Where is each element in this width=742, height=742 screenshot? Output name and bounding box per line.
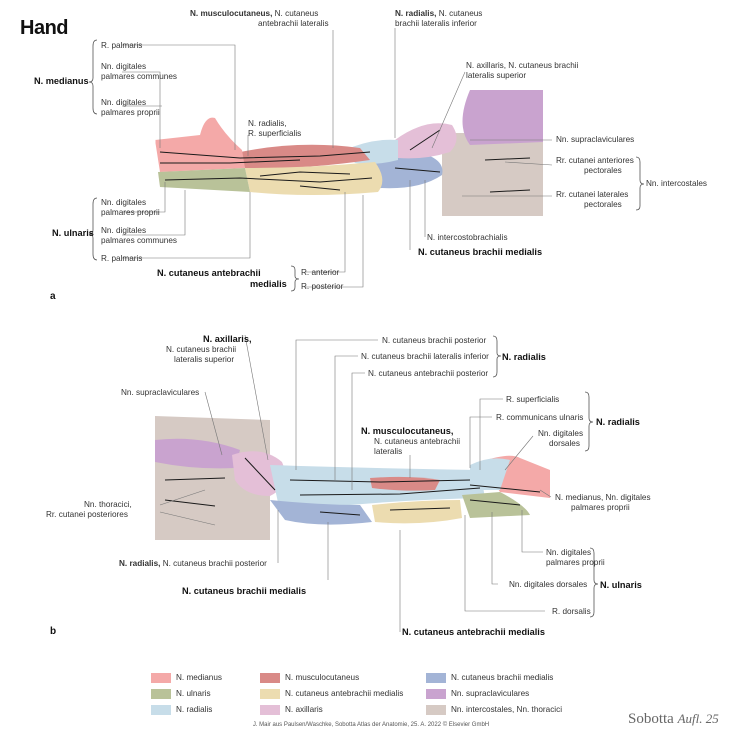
legend-label-ulnaris: N. ulnaris — [176, 689, 211, 698]
credit-line: J. Mair aus Paulsen/Waschke, Sobotta Atl… — [252, 722, 490, 728]
label-a-u-dig-pp-2: palmares proprii — [101, 208, 160, 217]
label-a-r-palmaris: R. palmaris — [101, 41, 143, 50]
legend-swatch-antebrachii-medialis — [260, 689, 280, 699]
label-a-dig-pp-2: palmares proprii — [101, 108, 160, 117]
label-b-musculocutaneus-2: N. cutaneus antebrachii — [374, 437, 461, 446]
label-a-intercostales: Nn. intercostales — [646, 179, 707, 188]
label-b-r-superficialis: R. superficialis — [506, 395, 560, 404]
label-a-rr-ant-2: pectorales — [584, 166, 622, 175]
label-a-dig-pc-2: palmares communes — [101, 72, 177, 81]
label-b-brachii-lat-inf: N. cutaneus brachii lateralis inferior — [361, 352, 489, 361]
label-a-antebrachii-2: medialis — [250, 279, 287, 289]
label-a-u-dig-pc-2: palmares communes — [101, 236, 177, 245]
label-a-u-dig-pc-1: Nn. digitales — [101, 226, 147, 235]
label-b-medianus-2: palmares proprii — [571, 503, 630, 512]
label-a-musculocutaneus-2: antebrachii lateralis — [258, 19, 329, 28]
region-medianus-a — [155, 117, 245, 172]
label-a-axillaris-2: lateralis superior — [466, 71, 527, 80]
label-a-radialis-2: brachii lateralis inferior — [395, 19, 477, 28]
label-a-r-anterior: R. anterior — [301, 268, 340, 277]
legend-label-supraclaviculares: Nn. supraclaviculares — [451, 689, 530, 698]
region-axillaris-b — [232, 451, 286, 496]
label-a-rr-ant-1: Rr. cutanei anteriores — [556, 156, 634, 165]
legend-swatch-intercostales — [426, 705, 446, 715]
label-a-brachii-medialis: N. cutaneus brachii medialis — [418, 247, 543, 257]
legend-label-musculocutaneus: N. musculocutaneus — [285, 673, 360, 682]
label-b-medianus-1: N. medianus, Nn. digitales — [555, 493, 651, 502]
label-a-ulnaris: N. ulnaris — [52, 228, 94, 238]
legend-swatch-ulnaris — [151, 689, 171, 699]
panel-label-b: b — [50, 626, 57, 637]
figure-b — [155, 416, 550, 540]
legend-label-radialis: N. radialis — [176, 705, 213, 714]
region-ulnaris-a — [158, 168, 250, 192]
label-b-radialis-2: N. radialis — [596, 417, 640, 427]
label-b-supraclaviculares: Nn. supraclaviculares — [121, 388, 200, 397]
region-supraclaviculares-a — [462, 90, 543, 145]
label-b-antebrachii-posterior: N. cutaneus antebrachii posterior — [368, 369, 489, 378]
legend-swatch-brachii-medialis — [426, 673, 446, 683]
legend-swatch-axillaris — [260, 705, 280, 715]
label-a-intercostobrachialis: N. intercostobrachialis — [427, 233, 508, 242]
label-a-supraclaviculares: Nn. supraclaviculares — [556, 135, 635, 144]
label-a-radialis: N. radialis, N. cutaneus — [395, 9, 483, 18]
label-b-brachii-medialis: N. cutaneus brachii medialis — [182, 586, 307, 596]
legend-swatch-radialis — [151, 705, 171, 715]
label-b-axillaris-3: lateralis superior — [174, 355, 235, 364]
region-intercostales-a — [442, 133, 543, 216]
label-b-u-dig-pp-1: Nn. digitales — [546, 548, 592, 557]
region-brachii-medialis-a — [371, 154, 443, 189]
label-a-u-dig-pp-1: Nn. digitales — [101, 198, 147, 207]
label-a-u-r-palmaris: R. palmaris — [101, 254, 143, 263]
label-a-rr-lat-1: Rr. cutanei laterales — [556, 190, 629, 199]
label-b-axillaris-bold: N. axillaris, — [203, 334, 252, 344]
label-b-radialis-posterior: N. radialis, N. cutaneus brachii posteri… — [119, 559, 267, 568]
region-antebrachii-medialis-a — [245, 162, 383, 195]
legend-label-intercostales: Nn. intercostales, Nn. thoracici — [451, 705, 563, 714]
region-ulnaris-b — [462, 492, 530, 518]
label-b-brachii-posterior: N. cutaneus brachii posterior — [382, 336, 487, 345]
legend-label-brachii-medialis: N. cutaneus brachii medialis — [451, 673, 554, 682]
label-b-r-dorsalis: R. dorsalis — [552, 607, 591, 616]
label-b-dig-dorsales-1: Nn. digitales — [538, 429, 584, 438]
label-a-dig-pp-1: Nn. digitales — [101, 98, 147, 107]
label-b-axillaris-2: N. cutaneus brachii — [166, 345, 237, 354]
sobotta-brand: Sobotta Aufl. 25 — [628, 711, 719, 727]
label-a-antebrachii-1: N. cutaneus antebrachii — [157, 268, 261, 278]
label-b-thoracici-1: Nn. thoracici, — [84, 500, 132, 509]
label-a-dig-pc-1: Nn. digitales — [101, 62, 147, 71]
page-title: Hand — [20, 17, 69, 39]
label-a-r-superficialis-1: N. radialis, — [248, 119, 287, 128]
label-a-r-posterior: R. posterior — [301, 282, 344, 291]
label-a-medianus: N. medianus — [34, 76, 89, 86]
figure-a — [154, 90, 543, 216]
region-antebrachii-medialis-b — [372, 500, 462, 524]
legend-swatch-supraclaviculares — [426, 689, 446, 699]
label-b-u-dig-dorsales: Nn. digitales dorsales — [509, 580, 588, 589]
label-b-musculocutaneus-3: lateralis — [374, 447, 403, 456]
panel-label-a: a — [50, 291, 56, 302]
label-b-radialis: N. radialis — [502, 352, 546, 362]
label-a-musculocutaneus: N. musculocutaneus, N. cutaneus — [190, 9, 319, 18]
label-a-rr-lat-2: pectorales — [584, 200, 622, 209]
region-supraclaviculares-b — [155, 438, 240, 469]
label-b-u-dig-pp-2: palmares proprii — [546, 558, 605, 567]
label-b-dig-dorsales-2: dorsales — [549, 439, 580, 448]
label-b-musculocutaneus-bold: N. musculocutaneus, — [361, 426, 454, 436]
legend-swatch-medianus — [151, 673, 171, 683]
legend-label-axillaris: N. axillaris — [285, 705, 323, 714]
label-a-axillaris-1: N. axillaris, N. cutaneus brachii — [466, 61, 579, 70]
label-b-thoracici-2: Rr. cutanei posteriores — [46, 510, 128, 519]
legend-label-medianus: N. medianus — [176, 673, 222, 682]
label-b-ulnaris: N. ulnaris — [600, 580, 642, 590]
label-b-r-comm-ulnaris: R. communicans ulnaris — [496, 413, 584, 422]
label-b-antebrachii-medialis: N. cutaneus antebrachii medialis — [402, 627, 545, 637]
region-musculocutaneus-b — [370, 476, 440, 491]
label-a-r-superficialis-2: R. superficialis — [248, 129, 302, 138]
legend-label-antebrachii-medialis: N. cutaneus antebrachii medialis — [285, 689, 404, 698]
legend-swatch-musculocutaneus — [260, 673, 280, 683]
